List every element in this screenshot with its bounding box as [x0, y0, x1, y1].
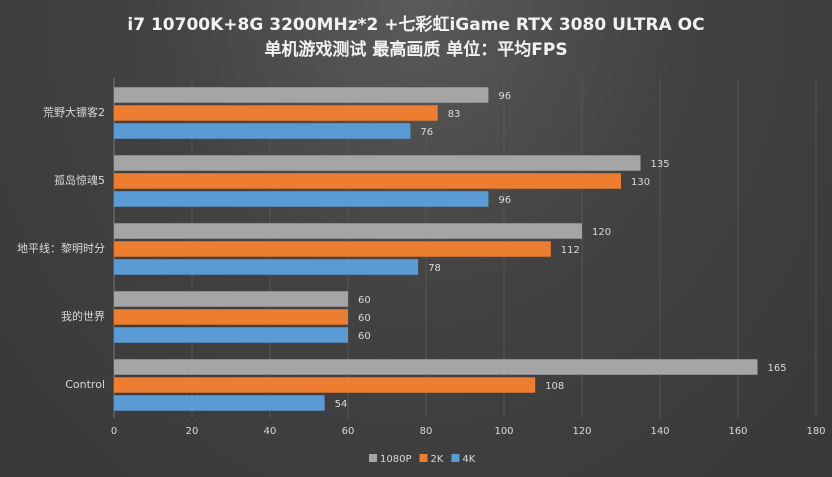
data-label: 165: [768, 363, 787, 374]
x-tick-label: 120: [572, 426, 591, 437]
x-tick-label: 160: [728, 426, 747, 437]
bar-2K: [114, 309, 348, 325]
category-label: Control: [65, 378, 105, 391]
x-tick-label: 20: [186, 426, 199, 437]
category-label: 孤岛惊魂5: [54, 173, 105, 187]
chart-subtitle: 单机游戏测试 最高画质 单位：平均FPS: [264, 40, 568, 60]
data-label: 60: [358, 331, 371, 342]
category-label: 我的世界: [61, 309, 105, 323]
bar-1080P: [114, 359, 758, 375]
data-label: 120: [592, 227, 611, 238]
legend-label: 4K: [462, 454, 475, 465]
bar-1080P: [114, 155, 641, 171]
x-tick-label: 60: [342, 426, 355, 437]
data-label: 108: [545, 381, 564, 392]
x-tick-label: 40: [264, 426, 277, 437]
data-label: 112: [561, 245, 580, 256]
data-label: 78: [428, 263, 441, 274]
bar-4K: [114, 259, 419, 275]
legend-swatch-4K: [451, 454, 460, 462]
chart-title: i7 10700K+8G 3200MHz*2 +七彩虹iGame RTX 308…: [127, 15, 705, 35]
bar-1080P: [114, 291, 348, 307]
x-tick-label: 180: [806, 426, 825, 437]
data-label: 130: [631, 177, 650, 188]
bar-4K: [114, 123, 411, 139]
data-label: 96: [498, 91, 511, 102]
bar-4K: [114, 395, 325, 411]
x-tick-label: 100: [494, 426, 513, 437]
x-tick-label: 140: [650, 426, 669, 437]
data-label: 54: [335, 399, 348, 410]
category-label: 荒野大镖客2: [43, 105, 105, 119]
bar-2K: [114, 173, 621, 189]
bar-1080P: [114, 223, 582, 239]
data-label: 60: [358, 295, 371, 306]
bar-2K: [114, 377, 536, 393]
bar-2K: [114, 105, 438, 121]
x-tick-label: 80: [420, 426, 433, 437]
data-label: 135: [651, 159, 670, 170]
legend-swatch-2K: [419, 454, 428, 462]
data-label: 76: [420, 127, 433, 138]
bar-1080P: [114, 87, 489, 103]
x-tick-label: 0: [111, 426, 117, 437]
bar-2K: [114, 241, 551, 257]
data-label: 60: [358, 313, 371, 324]
data-label: 96: [498, 195, 511, 206]
bar-4K: [114, 191, 489, 207]
legend-label: 1080P: [380, 454, 411, 465]
category-label: 地平线：黎明时分: [17, 241, 105, 255]
bar-4K: [114, 327, 348, 343]
data-label: 83: [448, 109, 461, 120]
legend-label: 2K: [430, 454, 443, 465]
legend-swatch-1080P: [369, 454, 377, 462]
